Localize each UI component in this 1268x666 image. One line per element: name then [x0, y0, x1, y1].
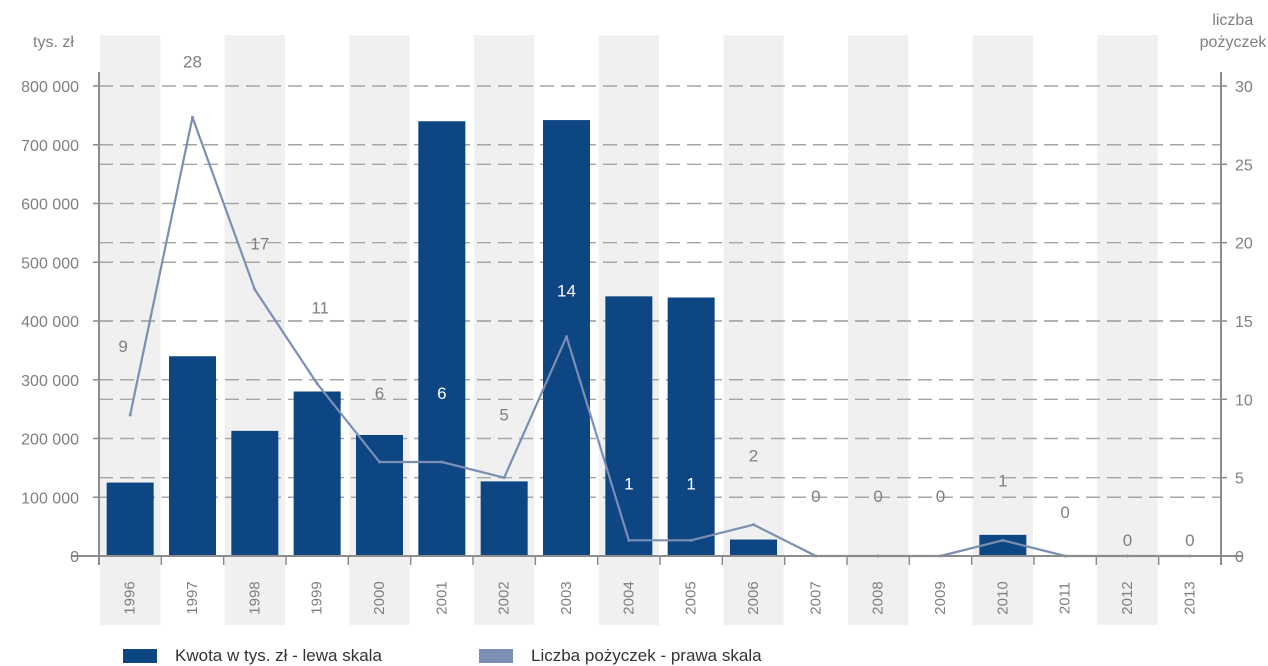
- x-tick-label-2013: 2013: [1181, 581, 1198, 614]
- x-tick-label-1999: 1999: [309, 581, 326, 614]
- x-tick-label-2008: 2008: [870, 581, 887, 614]
- x-tick-label-1996: 1996: [122, 581, 139, 614]
- line-point-2001: [440, 460, 444, 464]
- data-label-2013: 0: [1185, 531, 1194, 550]
- line-series-count: [129, 116, 1190, 558]
- data-label-2008: 0: [873, 487, 882, 506]
- data-label-1999: 11: [311, 299, 329, 318]
- right-tick-label: 15: [1235, 314, 1253, 331]
- line-point-2000: [378, 460, 381, 464]
- right-tick-label: 20: [1235, 236, 1253, 253]
- right-tick-label: 0: [1235, 549, 1244, 566]
- left-tick-label: 700 000: [21, 138, 79, 155]
- line-point-1997: [191, 115, 194, 119]
- line-point-1999: [315, 382, 319, 386]
- line-point-1996: [128, 413, 132, 417]
- data-label-2009: 0: [936, 487, 945, 506]
- x-tick-label-2010: 2010: [994, 581, 1011, 614]
- bar-1996: [106, 482, 154, 556]
- left-tick-label: 0: [70, 549, 79, 566]
- bar-2010: [979, 534, 1027, 556]
- band-2008: [848, 35, 909, 625]
- legend-item-count: Liczba pożyczek - prawa skala: [479, 646, 762, 666]
- data-label-2000: 6: [375, 384, 384, 403]
- bar-2001: [418, 121, 466, 556]
- left-tick-label: 500 000: [21, 255, 79, 272]
- x-tick-label-2003: 2003: [558, 581, 575, 614]
- left-tick-label: 200 000: [21, 432, 79, 449]
- line-point-2005: [689, 538, 693, 542]
- legend-item-amount: Kwota w tys. zł - lewa skala: [123, 646, 382, 666]
- bar-2005: [667, 297, 715, 556]
- data-label-2010: 1: [998, 471, 1007, 490]
- x-tick-label-2011: 2011: [1057, 582, 1074, 614]
- bar-2002: [480, 481, 528, 556]
- legend-swatch-amount: [123, 649, 157, 663]
- legend: Kwota w tys. zł - lewa skala Liczba poży…: [0, 646, 1268, 666]
- x-tick-label-2004: 2004: [620, 581, 637, 614]
- left-tick-label: 600 000: [21, 197, 79, 214]
- right-tick-label: 5: [1235, 471, 1244, 488]
- data-label-2007: 0: [811, 487, 820, 506]
- right-axis-label-line-2: pożyczek: [1200, 34, 1268, 51]
- data-label-1996: 9: [118, 337, 127, 356]
- line-point-2002: [502, 476, 506, 480]
- x-tick-label-2002: 2002: [496, 581, 513, 614]
- x-tick-label-1998: 1998: [246, 581, 263, 614]
- line-point-2006: [752, 523, 755, 527]
- data-label-1997: 28: [183, 52, 202, 71]
- left-tick-label: 800 000: [21, 79, 79, 96]
- left-tick-label: 100 000: [21, 490, 79, 507]
- left-tick-label: 300 000: [21, 373, 79, 390]
- left-axis-label: tys. zł: [33, 34, 74, 51]
- right-tick-label: 10: [1235, 392, 1253, 409]
- x-tick-label-2009: 2009: [932, 581, 949, 614]
- bar-2006: [730, 539, 777, 556]
- right-tick-label: 25: [1235, 157, 1253, 174]
- right-tick-label: 30: [1235, 79, 1253, 96]
- line-point-1998: [253, 288, 257, 292]
- line-point-2003: [565, 335, 568, 339]
- right-axis-label-line-1: liczba: [1212, 12, 1253, 29]
- data-label-2004: 1: [624, 474, 633, 493]
- left-tick-label: 400 000: [21, 314, 79, 331]
- x-tick-label-1997: 1997: [184, 581, 201, 614]
- bar-1998: [231, 430, 279, 556]
- x-tick-label-2007: 2007: [807, 581, 824, 614]
- data-label-2011: 0: [1060, 503, 1069, 522]
- line-point-2004: [627, 538, 631, 542]
- data-label-2001: 6: [437, 384, 446, 403]
- data-label-2003: 14: [557, 282, 576, 301]
- bar-2000: [356, 434, 403, 556]
- line-point-2010: [1001, 538, 1005, 542]
- x-tick-label-2012: 2012: [1119, 581, 1136, 614]
- legend-label-amount: Kwota w tys. zł - lewa skala: [175, 646, 382, 665]
- data-label-1998: 17: [250, 235, 269, 254]
- right-axis-label: liczba pożyczek: [1200, 12, 1268, 51]
- legend-label-count: Liczba pożyczek - prawa skala: [531, 646, 762, 665]
- bar-1999: [293, 391, 341, 556]
- x-tick-label-2005: 2005: [683, 581, 700, 614]
- data-label-2012: 0: [1123, 531, 1132, 550]
- x-tick-label-2001: 2001: [433, 581, 450, 614]
- data-label-2002: 5: [499, 406, 508, 425]
- x-tick-label-2006: 2006: [745, 581, 762, 614]
- data-label-2006: 2: [749, 447, 758, 466]
- bar-1997: [169, 356, 216, 556]
- legend-swatch-count: [479, 649, 513, 663]
- x-tick-label-2000: 2000: [371, 581, 388, 614]
- bar-2004: [605, 296, 653, 556]
- band-2012: [1097, 35, 1158, 625]
- band-2010: [972, 35, 1033, 625]
- band-2006: [723, 35, 784, 625]
- data-label-2005: 1: [686, 474, 695, 493]
